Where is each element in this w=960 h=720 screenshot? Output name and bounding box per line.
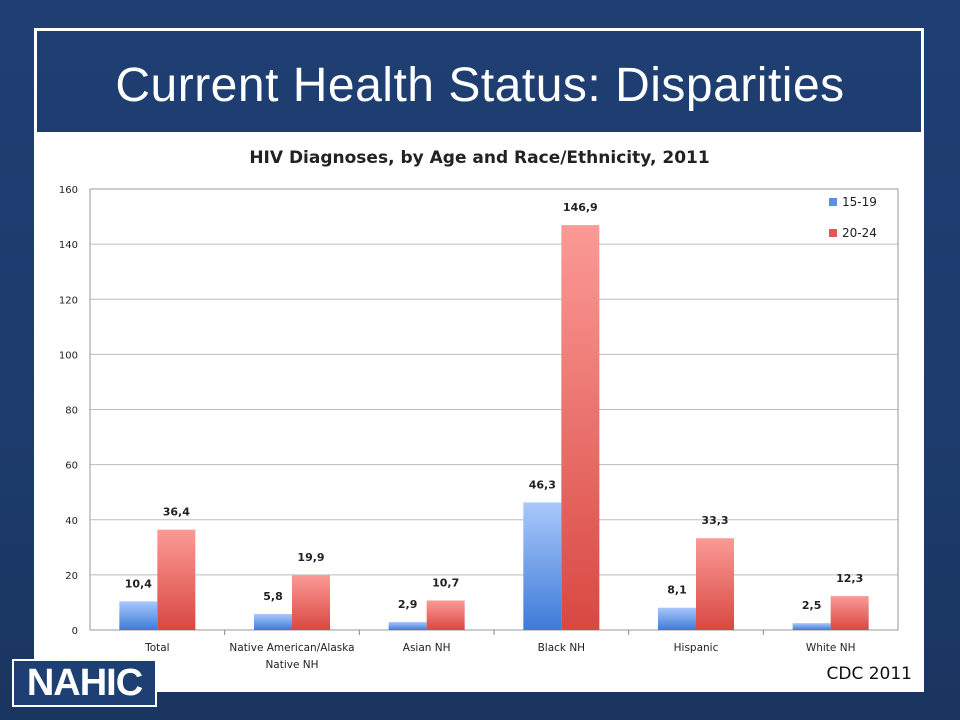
y-tick-label: 120	[59, 295, 78, 306]
y-tick-label: 80	[65, 406, 78, 417]
bar-20-24	[426, 600, 465, 630]
x-tick-label: Black NH	[538, 642, 586, 654]
y-tick-label: 40	[65, 516, 78, 527]
data-label: 8,1	[667, 584, 687, 597]
bar-20-24	[157, 529, 196, 630]
data-label: 2,9	[398, 598, 418, 611]
nahic-logo: NAHIC	[12, 659, 157, 707]
legend-label: 20-24	[842, 226, 877, 240]
chart-title: HIV Diagnoses, by Age and Race/Ethnicity…	[249, 148, 710, 168]
data-label: 2,5	[802, 599, 822, 612]
bar-15-19	[388, 622, 427, 630]
source-citation: CDC 2011	[826, 664, 913, 684]
data-label: 146,9	[563, 201, 598, 214]
chart-area: HIV Diagnoses, by Age and Race/Ethnicity…	[37, 132, 922, 689]
data-label: 19,9	[297, 551, 324, 564]
bar-20-24	[696, 538, 734, 630]
bar-15-19	[254, 614, 292, 630]
x-tick-label: Hispanic	[674, 642, 719, 654]
bar-15-19	[119, 601, 158, 630]
slide-title: Current Health Status: Disparities	[115, 59, 845, 112]
bar-20-24	[830, 596, 869, 630]
legend-label: 15-19	[842, 195, 877, 209]
y-tick-label: 60	[65, 461, 78, 472]
bar-15-19	[792, 623, 831, 630]
legend-swatch	[829, 229, 837, 237]
x-tick-label: Total	[144, 642, 170, 654]
data-label: 36,4	[163, 506, 190, 519]
x-tick-label: Native American/Alaska	[229, 642, 354, 654]
legend-swatch	[829, 198, 837, 206]
y-tick-label: 0	[72, 626, 78, 637]
bar-chart: 0 20 40 60 80 100 120 140 160 10,4 36,4 Total 5,8 19,…	[59, 185, 899, 671]
slide-frame	[34, 28, 924, 692]
y-tick-label: 20	[65, 571, 78, 582]
y-tick-label: 140	[59, 240, 78, 251]
x-tick-label: Native NH	[265, 659, 318, 671]
bar-20-24	[561, 225, 600, 630]
bar-15-19	[658, 607, 696, 630]
data-label: 12,3	[836, 572, 863, 585]
data-label: 46,3	[529, 478, 556, 491]
y-tick-label: 160	[59, 185, 78, 196]
data-label: 10,4	[125, 577, 152, 590]
bar-20-24	[292, 575, 330, 630]
data-label: 10,7	[432, 577, 459, 590]
y-tick-label: 100	[59, 350, 78, 361]
data-label: 33,3	[701, 514, 728, 527]
data-label: 5,8	[263, 590, 283, 603]
x-tick-label: Asian NH	[403, 642, 451, 654]
bar-15-19	[523, 502, 562, 630]
x-tick-label: White NH	[806, 642, 856, 654]
